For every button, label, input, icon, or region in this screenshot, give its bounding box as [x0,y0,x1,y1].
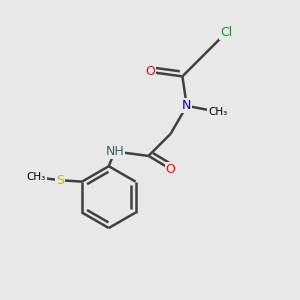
Text: Cl: Cl [220,26,233,39]
Text: CH₃: CH₃ [208,107,227,117]
Text: CH₃: CH₃ [27,172,46,182]
Text: S: S [56,174,64,187]
Text: O: O [166,163,176,176]
Text: NH: NH [105,145,124,158]
Text: N: N [182,99,191,112]
Text: O: O [145,65,155,79]
